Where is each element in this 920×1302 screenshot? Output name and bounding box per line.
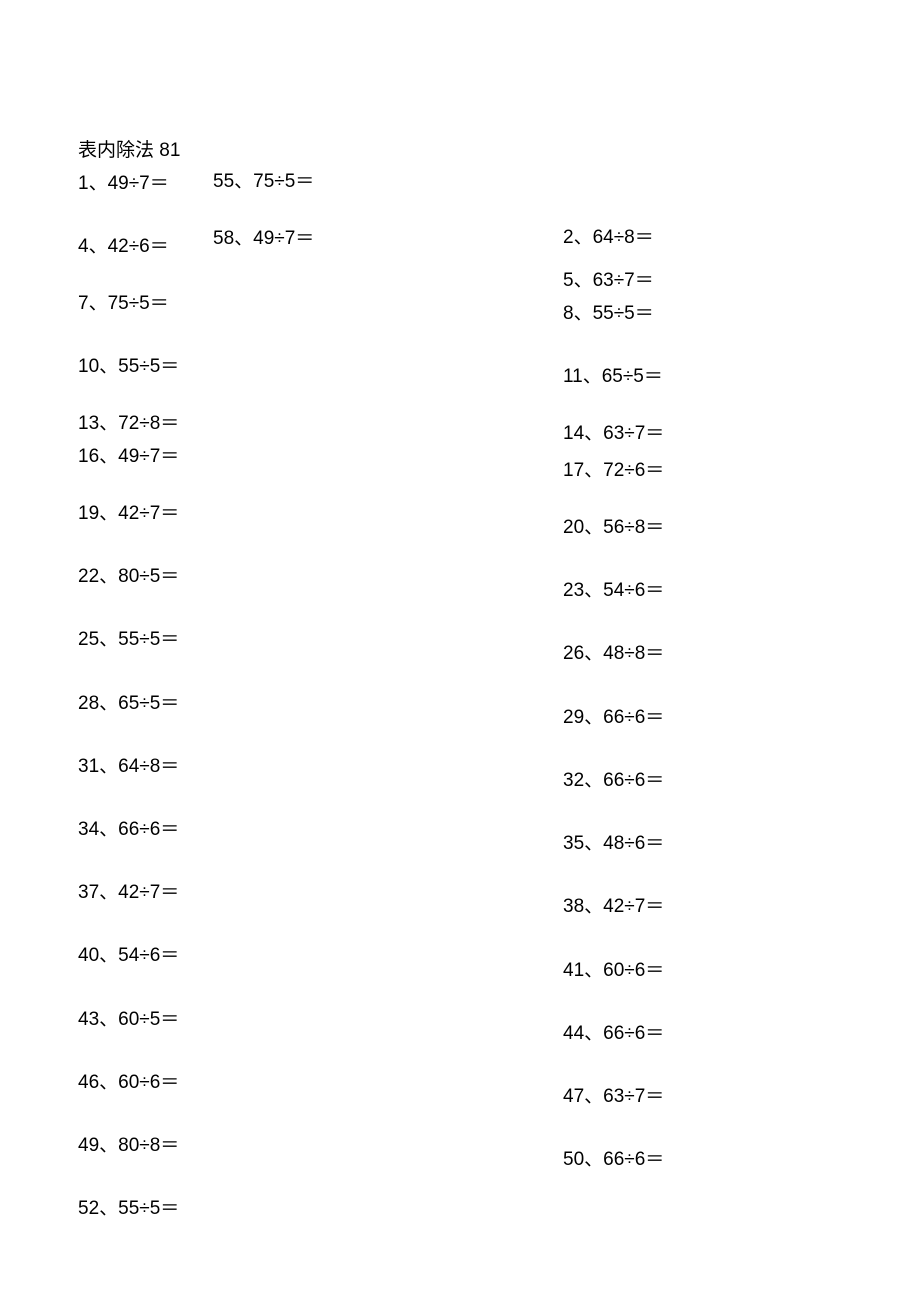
problem-item: 32、66÷6＝ xyxy=(563,765,664,792)
problem-item: 20、56÷8＝ xyxy=(563,512,664,539)
problem-item: 4、42÷6＝ xyxy=(78,231,169,258)
problem-item: 8、55÷5＝ xyxy=(563,298,654,325)
problem-item: 55、75÷5＝ xyxy=(213,166,314,193)
problem-item: 16、49÷7＝ xyxy=(78,441,179,468)
problem-item: 26、48÷8＝ xyxy=(563,638,664,665)
problem-item: 49、80÷8＝ xyxy=(78,1130,179,1157)
problem-item: 23、54÷6＝ xyxy=(563,575,664,602)
worksheet-title: 表内除法 81 xyxy=(78,135,180,162)
problem-item: 17、72÷6＝ xyxy=(563,455,664,482)
problem-item: 38、42÷7＝ xyxy=(563,891,664,918)
problem-item: 1、49÷7＝ xyxy=(78,168,169,195)
problem-item: 35、48÷6＝ xyxy=(563,828,664,855)
problem-item: 52、55÷5＝ xyxy=(78,1193,179,1220)
problem-item: 19、42÷7＝ xyxy=(78,498,179,525)
problem-item: 13、72÷8＝ xyxy=(78,408,179,435)
problem-item: 11、65÷5＝ xyxy=(563,361,663,388)
problem-item: 25、55÷5＝ xyxy=(78,624,179,651)
problem-item: 28、65÷5＝ xyxy=(78,688,179,715)
worksheet-page: 表内除法 81 1、49÷7＝ 55、75÷5＝ 58、49÷7＝ 2、64÷8＝ 4、… xyxy=(0,0,920,1302)
problem-item: 10、55÷5＝ xyxy=(78,351,179,378)
problem-item: 47、63÷7＝ xyxy=(563,1081,664,1108)
problem-item: 43、60÷5＝ xyxy=(78,1004,179,1031)
problem-item: 22、80÷5＝ xyxy=(78,561,179,588)
problem-item: 44、66÷6＝ xyxy=(563,1018,664,1045)
problem-item: 41、60÷6＝ xyxy=(563,955,664,982)
problem-item: 40、54÷6＝ xyxy=(78,940,179,967)
problem-item: 34、66÷6＝ xyxy=(78,814,179,841)
problem-item: 2、64÷8＝ xyxy=(563,222,654,249)
problem-item: 14、63÷7＝ xyxy=(563,418,664,445)
problem-item: 50、66÷6＝ xyxy=(563,1144,664,1171)
problem-item: 31、64÷8＝ xyxy=(78,751,179,778)
problem-item: 58、49÷7＝ xyxy=(213,223,314,250)
problem-item: 5、63÷7＝ xyxy=(563,265,654,292)
problem-item: 7、75÷5＝ xyxy=(78,288,169,315)
problem-item: 37、42÷7＝ xyxy=(78,877,179,904)
problem-item: 46、60÷6＝ xyxy=(78,1067,179,1094)
problem-item: 29、66÷6＝ xyxy=(563,702,664,729)
